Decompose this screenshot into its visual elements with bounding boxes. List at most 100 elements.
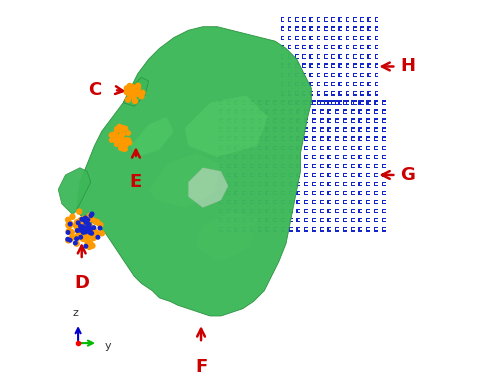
Bar bbox=[220, 136, 223, 138]
Bar bbox=[282, 118, 285, 120]
Bar bbox=[383, 155, 386, 156]
Bar bbox=[360, 48, 364, 50]
Bar bbox=[258, 109, 261, 111]
Bar bbox=[358, 131, 362, 132]
Bar bbox=[327, 113, 331, 114]
Bar bbox=[234, 109, 236, 114]
Bar bbox=[354, 57, 357, 59]
Bar bbox=[267, 167, 270, 168]
Bar bbox=[353, 26, 357, 28]
Bar bbox=[220, 109, 223, 111]
Bar bbox=[331, 91, 335, 92]
Bar bbox=[282, 131, 285, 132]
Bar bbox=[343, 146, 347, 147]
Bar bbox=[368, 227, 370, 228]
Bar bbox=[332, 91, 335, 92]
Bar bbox=[251, 173, 254, 174]
Bar bbox=[358, 182, 359, 186]
Bar bbox=[281, 26, 282, 31]
Bar bbox=[324, 54, 327, 55]
Bar bbox=[329, 131, 331, 132]
Bar bbox=[242, 158, 246, 159]
Bar bbox=[376, 20, 378, 22]
Text: D: D bbox=[74, 274, 89, 293]
Bar bbox=[312, 200, 316, 201]
Bar bbox=[331, 67, 335, 68]
Bar bbox=[295, 82, 296, 87]
Bar bbox=[259, 104, 261, 105]
Bar bbox=[350, 113, 355, 114]
Bar bbox=[346, 100, 349, 102]
Bar bbox=[374, 185, 378, 186]
Bar bbox=[332, 36, 335, 37]
Bar bbox=[347, 91, 349, 92]
Bar bbox=[324, 76, 327, 77]
Bar bbox=[305, 158, 308, 159]
Bar bbox=[317, 45, 318, 50]
Bar bbox=[227, 173, 231, 174]
Bar bbox=[219, 164, 220, 168]
Bar bbox=[335, 149, 339, 150]
Bar bbox=[259, 185, 261, 186]
Bar bbox=[325, 67, 327, 68]
Bar bbox=[227, 212, 231, 214]
Bar bbox=[250, 155, 251, 159]
Circle shape bbox=[130, 85, 134, 90]
Bar bbox=[298, 182, 301, 183]
Bar bbox=[317, 26, 318, 31]
Bar bbox=[282, 182, 285, 183]
Bar bbox=[331, 54, 332, 59]
Bar bbox=[343, 218, 347, 219]
Circle shape bbox=[79, 217, 85, 222]
Bar bbox=[281, 100, 284, 102]
Bar bbox=[234, 113, 239, 114]
Bar bbox=[282, 45, 284, 46]
Bar bbox=[281, 104, 285, 105]
Bar bbox=[219, 209, 220, 214]
Bar bbox=[250, 136, 254, 138]
Bar bbox=[305, 146, 308, 147]
Bar bbox=[302, 57, 306, 59]
Bar bbox=[251, 212, 254, 214]
Bar bbox=[295, 17, 296, 22]
Bar bbox=[375, 122, 378, 123]
Bar bbox=[242, 230, 246, 231]
Bar bbox=[296, 209, 301, 210]
Bar bbox=[321, 100, 324, 102]
Bar bbox=[358, 155, 362, 156]
Bar bbox=[320, 109, 321, 114]
Bar bbox=[281, 227, 285, 228]
Bar bbox=[338, 94, 342, 96]
Bar bbox=[305, 230, 308, 231]
Bar bbox=[258, 218, 259, 223]
Bar bbox=[335, 185, 339, 186]
Bar bbox=[327, 140, 331, 141]
Bar bbox=[360, 200, 362, 201]
Bar bbox=[309, 85, 313, 87]
Bar bbox=[375, 136, 378, 138]
Bar bbox=[273, 113, 277, 114]
Bar bbox=[309, 17, 311, 22]
Bar bbox=[332, 104, 335, 105]
Bar bbox=[344, 194, 347, 195]
Bar bbox=[234, 218, 236, 223]
Bar bbox=[367, 26, 369, 31]
Bar bbox=[250, 109, 251, 114]
Bar bbox=[352, 146, 355, 147]
Bar bbox=[324, 100, 325, 105]
Bar bbox=[304, 20, 306, 22]
Bar bbox=[296, 100, 299, 102]
Bar bbox=[242, 209, 243, 214]
Bar bbox=[281, 64, 284, 65]
Bar bbox=[243, 158, 246, 159]
Bar bbox=[288, 64, 292, 65]
Bar bbox=[369, 85, 371, 87]
Bar bbox=[350, 209, 352, 214]
Bar bbox=[281, 136, 282, 141]
Bar bbox=[347, 48, 349, 50]
Bar bbox=[354, 82, 357, 83]
Bar bbox=[265, 113, 270, 114]
Circle shape bbox=[132, 93, 137, 98]
Bar bbox=[304, 212, 308, 214]
Bar bbox=[304, 227, 308, 228]
